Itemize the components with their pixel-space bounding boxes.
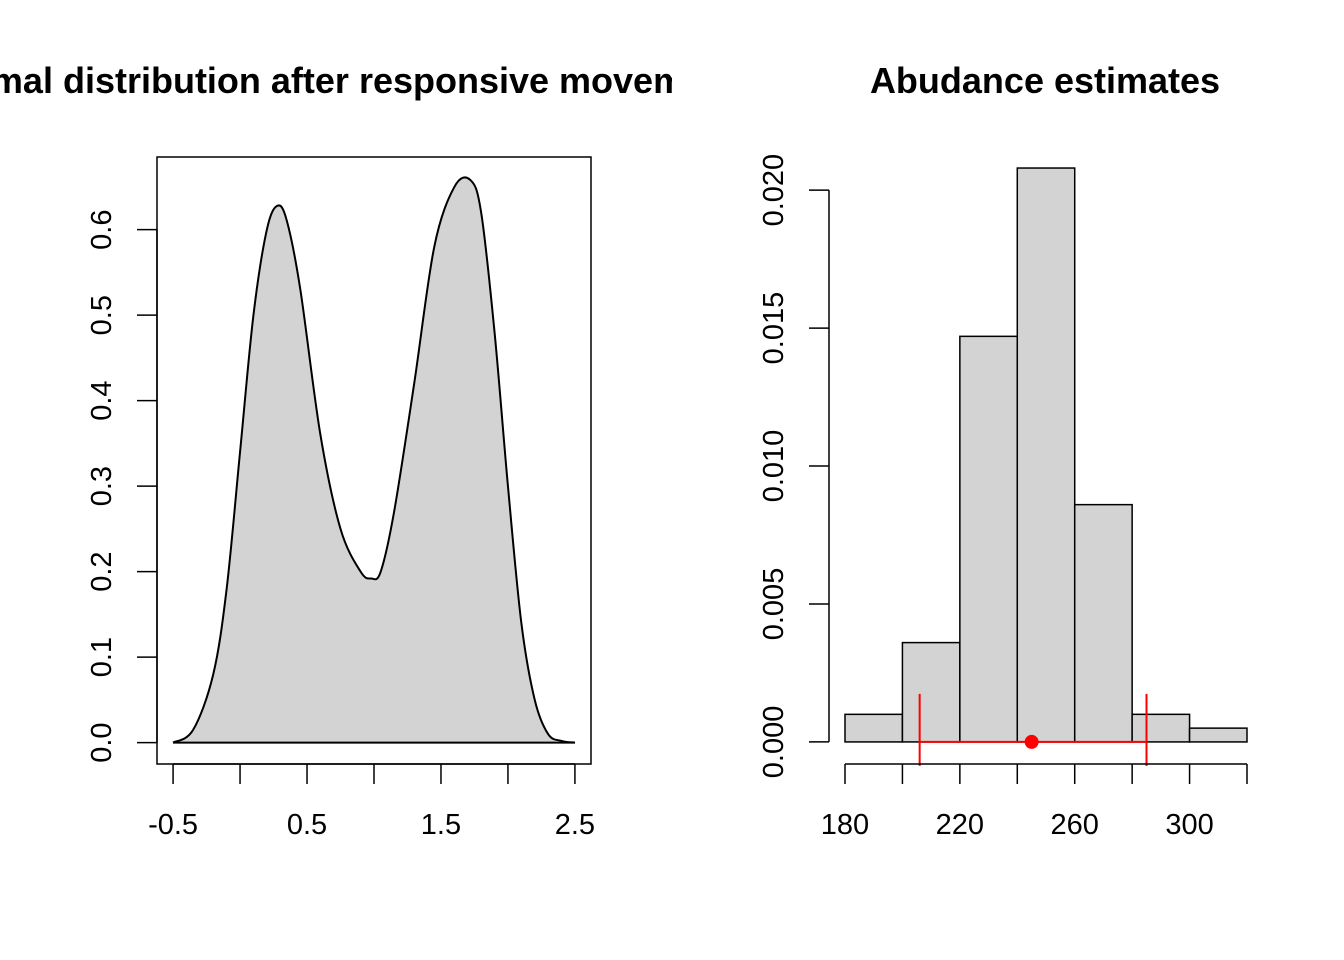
histogram-x-tick-label: 180 (821, 809, 869, 841)
histogram-x-axis: 180 220 260 300 (821, 763, 1248, 841)
abundance-estimate-interval (918, 693, 1148, 766)
point-estimate-marker (1024, 734, 1039, 749)
density-x-tick-label: 1.5 (421, 809, 461, 841)
density-y-tick-label: 0.1 (86, 637, 118, 677)
density-area (173, 177, 575, 743)
density-y-tick-label: 0.0 (86, 722, 118, 762)
density-y-tick-label: 0.2 (86, 551, 118, 591)
histogram-title: Abudance estimates (870, 60, 1220, 101)
histogram-bar (844, 713, 904, 743)
histogram-y-tick-label: 0.015 (758, 292, 790, 365)
density-x-tick-label: 2.5 (555, 809, 595, 841)
density-curve (172, 176, 576, 744)
density-x-tick-label: -0.5 (148, 809, 198, 841)
density-x-axis: -0.5 0.5 1.5 2.5 (148, 763, 595, 841)
histogram-y-tick-label: 0.010 (758, 430, 790, 503)
histogram-bar (1188, 727, 1248, 743)
density-x-tick-label: 0.5 (287, 809, 327, 841)
density-title: Animal distribution after responsive mov… (0, 60, 739, 101)
density-panel: Animal distribution after responsive mov… (0, 60, 739, 841)
histogram-x-tick-label: 260 (1051, 809, 1099, 841)
histogram-y-axis: 0.000 0.005 0.010 0.015 0.020 (758, 154, 830, 779)
histogram-bar (1016, 167, 1076, 743)
density-y-tick-label: 0.3 (86, 466, 118, 506)
histogram-bars (844, 167, 1248, 743)
density-y-tick-label: 0.6 (86, 210, 118, 250)
histogram-x-tick-label: 220 (936, 809, 984, 841)
histogram-bar (1131, 713, 1191, 743)
histogram-x-tick-label: 300 (1165, 809, 1213, 841)
density-y-tick-label: 0.5 (86, 295, 118, 335)
histogram-bar (901, 641, 961, 743)
histogram-bar (959, 335, 1019, 743)
density-y-tick-label: 0.4 (86, 380, 118, 420)
density-y-axis: 0.0 0.1 0.2 0.3 0.4 0.5 0.6 (86, 210, 158, 763)
histogram-y-tick-label: 0.020 (758, 154, 790, 227)
histogram-panel: Abudance estimates 180 220 260 300 0.0000.0… (758, 60, 1248, 841)
histogram-y-tick-label: 0.005 (758, 568, 790, 641)
histogram-y-tick-label: 0.000 (758, 706, 790, 779)
histogram-bar (1073, 503, 1133, 743)
